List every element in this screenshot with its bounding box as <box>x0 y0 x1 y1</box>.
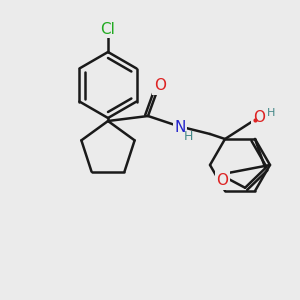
Text: O: O <box>154 79 166 94</box>
Text: H: H <box>267 108 275 118</box>
Text: Cl: Cl <box>100 22 116 37</box>
Text: O: O <box>253 110 265 124</box>
Text: N: N <box>174 119 186 134</box>
Text: O: O <box>216 173 228 188</box>
Text: H: H <box>183 130 193 142</box>
